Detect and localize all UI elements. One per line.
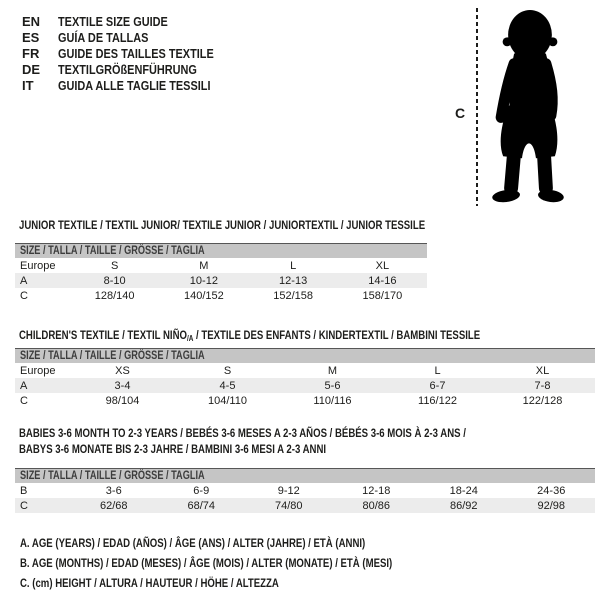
table-cell: S <box>110 259 119 272</box>
table-cell: 3-6 <box>105 484 122 497</box>
table-row-height: C 62/68 68/74 74/80 80/86 86/92 92/98 <box>15 498 595 513</box>
table-cell: 8-10 <box>103 274 126 287</box>
table-cell: 10-12 <box>189 274 218 287</box>
language-code: FR <box>22 45 40 61</box>
table-cell: 12-13 <box>279 274 308 287</box>
junior-size-table: SIZE / TALLA / TAILLE / GRÖSSE / TAGLIA … <box>15 243 427 303</box>
table-cell: 128/140 <box>94 289 135 302</box>
table-cell: 152/158 <box>273 289 313 302</box>
table-cell: 18-24 <box>449 484 478 497</box>
language-title: GUIDE DES TAILLES TEXTILE <box>58 45 214 61</box>
language-title: GUIDA ALLE TAGLIE TESSILI <box>58 77 211 93</box>
language-title: GUÍA DE TALLAS <box>58 29 149 45</box>
size-header-band: SIZE / TALLA / TAILLE / GRÖSSE / TAGLIA <box>15 468 595 483</box>
table-cell: 3-4 <box>114 379 131 392</box>
row-label: A <box>20 379 28 392</box>
table-cell: L <box>290 259 297 272</box>
table-cell: 74/80 <box>274 499 303 512</box>
table-row-europe: Europe S M L XL <box>15 258 427 273</box>
size-header-band: SIZE / TALLA / TAILLE / GRÖSSE / TAGLIA <box>15 243 427 258</box>
table-cell: 104/110 <box>208 394 247 407</box>
baby-silhouette-icon <box>492 9 564 203</box>
table-cell: 86/92 <box>449 499 478 512</box>
table-cell: 140/152 <box>183 289 224 302</box>
height-c-label: C <box>455 105 466 121</box>
language-row-fr: FR GUIDE DES TAILLES TEXTILE <box>22 45 243 61</box>
row-label: Europe <box>20 259 56 272</box>
table-cell: 7-8 <box>534 379 551 392</box>
junior-title-text: JUNIOR TEXTILE / TEXTIL JUNIOR/ TEXTILE … <box>19 218 426 232</box>
row-label: B <box>20 484 28 497</box>
table-cell: 122/128 <box>522 394 563 407</box>
table-cell: 24-36 <box>537 484 566 497</box>
table-cell: 6-9 <box>193 484 210 497</box>
table-cell: XL <box>375 259 390 272</box>
row-label: C <box>20 289 28 302</box>
note-height: C. (cm) HEIGHT / ALTURA / HAUTEUR / HÖHE… <box>20 576 279 590</box>
language-code: EN <box>22 13 41 29</box>
table-cell: L <box>434 364 441 377</box>
table-cell: 9-12 <box>277 484 300 497</box>
table-cell: M <box>199 259 209 272</box>
junior-section-title: JUNIOR TEXTILE / TEXTIL JUNIOR/ TEXTILE … <box>19 217 527 233</box>
children-size-table: SIZE / TALLA / TAILLE / GRÖSSE / TAGLIA … <box>15 348 595 408</box>
table-cell: S <box>223 364 232 377</box>
table-cell: 80/86 <box>362 499 391 512</box>
babies-section-title: BABIES 3-6 MONTH TO 2-3 YEARS / BEBÉS 3-… <box>19 425 578 457</box>
language-row-de: DE TEXTILGRÖßENFÜHRUNG <box>22 61 243 77</box>
children-title-post: / TEXTILE DES ENFANTS / KINDERTEXTIL / B… <box>193 328 481 342</box>
size-header-text: SIZE / TALLA / TAILLE / GRÖSSE / TAGLIA <box>20 245 205 257</box>
row-label: A <box>20 274 28 287</box>
table-cell: XL <box>535 364 550 377</box>
children-section-title: CHILDREN'S TEXTILE / TEXTIL NIÑO/A / TEX… <box>19 327 595 347</box>
table-row-age: A 3-4 4-5 5-6 6-7 7-8 <box>15 378 595 393</box>
size-header-band: SIZE / TALLA / TAILLE / GRÖSSE / TAGLIA <box>15 348 595 363</box>
table-cell: 14-16 <box>368 274 397 287</box>
language-code: ES <box>22 29 40 45</box>
table-row-months: B 3-6 6-9 9-12 12-18 18-24 24-36 <box>15 483 595 498</box>
table-cell: 98/104 <box>105 394 140 407</box>
table-cell: 68/74 <box>187 499 216 512</box>
row-label: C <box>20 499 28 512</box>
table-row-age: A 8-10 10-12 12-13 14-16 <box>15 273 427 288</box>
babies-title-line1: BABIES 3-6 MONTH TO 2-3 YEARS / BEBÉS 3-… <box>19 426 466 440</box>
language-code: IT <box>22 77 34 93</box>
row-label: Europe <box>20 364 56 377</box>
legend-notes: A. AGE (YEARS) / EDAD (AÑOS) / ÂGE (ANS)… <box>20 533 485 593</box>
size-header-text: SIZE / TALLA / TAILLE / GRÖSSE / TAGLIA <box>20 470 205 482</box>
language-title: TEXTILGRÖßENFÜHRUNG <box>58 61 197 77</box>
table-cell: 116/122 <box>418 394 457 407</box>
children-title-pre: CHILDREN'S TEXTILE / TEXTIL NIÑO <box>19 328 187 342</box>
language-row-es: ES GUÍA DE TALLAS <box>22 29 243 45</box>
table-cell: 4-5 <box>219 379 236 392</box>
table-cell: 92/98 <box>537 499 566 512</box>
table-row-height: C 128/140 140/152 152/158 158/170 <box>15 288 427 303</box>
language-row-it: IT GUIDA ALLE TAGLIE TESSILI <box>22 77 243 93</box>
language-row-en: EN TEXTILE SIZE GUIDE <box>22 13 243 29</box>
babies-size-table: SIZE / TALLA / TAILLE / GRÖSSE / TAGLIA … <box>15 468 595 513</box>
size-header-text: SIZE / TALLA / TAILLE / GRÖSSE / TAGLIA <box>20 350 205 362</box>
language-title: TEXTILE SIZE GUIDE <box>58 13 168 29</box>
table-row-height: C 98/104 104/110 110/116 116/122 122/128 <box>15 393 595 408</box>
table-cell: M <box>327 364 338 377</box>
table-cell: XS <box>115 364 130 377</box>
table-cell: 5-6 <box>324 379 341 392</box>
table-row-europe: Europe XS S M L XL <box>15 363 595 378</box>
note-age-years: A. AGE (YEARS) / EDAD (AÑOS) / ÂGE (ANS)… <box>20 536 366 550</box>
row-label: C <box>20 394 28 407</box>
babies-title-line2: BABYS 3-6 MONATE BIS 2-3 JAHRE / BAMBINI… <box>19 442 327 456</box>
note-age-months: B. AGE (MONTHS) / EDAD (MESES) / ÂGE (MO… <box>20 556 393 570</box>
children-title-text: CHILDREN'S TEXTILE / TEXTIL NIÑO/A / TEX… <box>19 327 480 347</box>
table-cell: 12-18 <box>362 484 391 497</box>
height-dashed-line <box>476 8 478 206</box>
table-cell: 110/116 <box>313 394 352 407</box>
table-cell: 6-7 <box>429 379 446 392</box>
table-cell: 158/170 <box>362 289 403 302</box>
language-title-list: EN TEXTILE SIZE GUIDE ES GUÍA DE TALLAS … <box>22 13 243 93</box>
language-code: DE <box>22 61 41 77</box>
table-cell: 62/68 <box>99 499 128 512</box>
children-title-subscript: /A <box>186 334 194 343</box>
